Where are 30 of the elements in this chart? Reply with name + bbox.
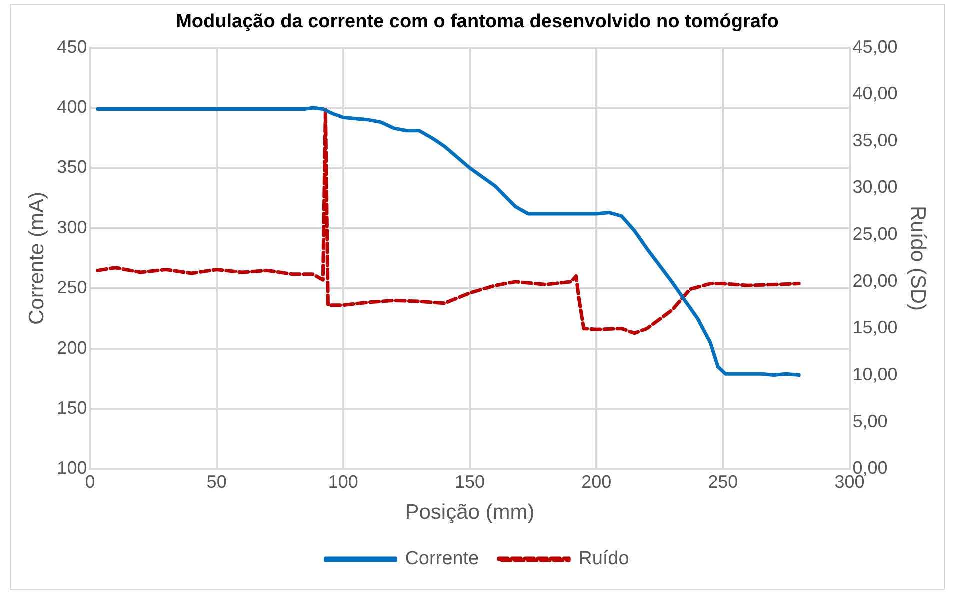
legend-label: Ruído xyxy=(578,548,630,570)
y-tick-label: 200 xyxy=(57,338,88,358)
y-tick-label: 300 xyxy=(57,217,88,238)
y2-tick-label: 5,00 xyxy=(852,411,888,432)
x-tick-label: 150 xyxy=(454,472,486,492)
x-tick-label: 250 xyxy=(708,472,738,492)
y-tick-label: 350 xyxy=(57,157,88,178)
x-tick-label: 50 xyxy=(206,472,227,492)
y2-tick-label: 40,00 xyxy=(852,84,898,104)
y2-tick-label: 30,00 xyxy=(852,177,898,198)
x-tick-label: 100 xyxy=(328,472,358,492)
y2-tick-label: 45,00 xyxy=(852,36,898,57)
x-axis-title: Posição (mm) xyxy=(405,501,535,524)
line-series xyxy=(96,108,801,336)
x-tick-label: 0 xyxy=(85,472,96,492)
y2-tick-label: 25,00 xyxy=(852,224,898,244)
y2-tick-label: 15,00 xyxy=(852,318,898,338)
y-tick-label: 400 xyxy=(57,96,88,117)
y2-axis-title: Ruído (SD) xyxy=(906,206,930,312)
y-axis-title: Corrente (mA) xyxy=(25,192,48,326)
legend-label: Corrente xyxy=(405,548,480,570)
x-tick-label: 200 xyxy=(582,472,612,492)
y2-tick-label: 10,00 xyxy=(852,364,898,385)
y2-tick-label: 35,00 xyxy=(852,130,898,150)
chart-title: Modulação da corrente com o fantoma desenvolvido no tomógrafo xyxy=(176,12,779,33)
y-tick-label: 250 xyxy=(57,278,88,298)
y-tick-label: 100 xyxy=(57,458,88,478)
y-tick-label: 450 xyxy=(57,36,88,57)
y2-tick-label: 20,00 xyxy=(852,270,898,291)
y-tick-label: 150 xyxy=(57,398,88,418)
